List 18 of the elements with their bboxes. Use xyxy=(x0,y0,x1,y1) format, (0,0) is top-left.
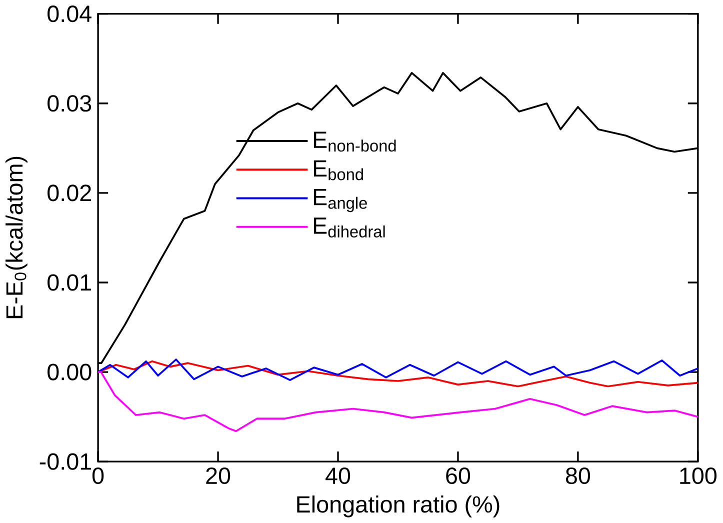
y-tick-label: -0.01 xyxy=(40,453,92,470)
y-tick-label: 0.04 xyxy=(48,6,92,22)
x-tick-label: 20 xyxy=(206,468,230,484)
x-tick-label: 0 xyxy=(92,468,104,484)
legend-label: E$_{non-bond}$ xyxy=(314,132,396,152)
x-tick-label: 60 xyxy=(446,468,470,484)
x-tick-label: 80 xyxy=(566,468,590,484)
x-axis-title: Elongation ratio (%) xyxy=(297,496,500,518)
x-tick-label: 100 xyxy=(680,468,717,484)
y-tick-label: 0.03 xyxy=(48,95,92,112)
legend-label: E$_{bond}$ xyxy=(314,160,363,180)
y-tick-label: 0.01 xyxy=(48,274,92,291)
y-axis-title: E-E$_{0}$(kcal/atom) xyxy=(6,156,28,318)
y-tick-label: 0.00 xyxy=(48,364,92,380)
legend-label: E$_{angle}$ xyxy=(314,189,367,212)
y-tick-label: 0.02 xyxy=(48,184,91,202)
legend-label: E$_{dihedral}$ xyxy=(314,218,385,238)
x-tick-label: 40 xyxy=(326,468,350,484)
